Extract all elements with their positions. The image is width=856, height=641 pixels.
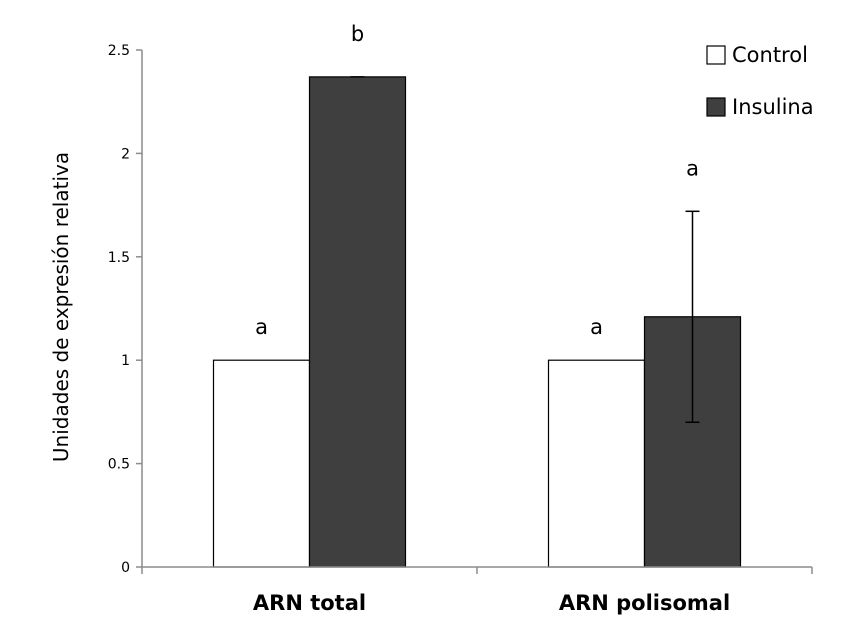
legend-swatch-control [706,45,726,65]
legend: Control Insulina [706,43,814,119]
bar-insulina-1 [308,76,407,568]
x-category-label: ARN polisomal [559,591,730,615]
y-axis: 0 0.5 1 1.5 2 2.5 [108,43,143,576]
significance-label: a [255,315,268,339]
y-tick-label: 1.5 [108,250,130,266]
x-category-label: ARN total [253,591,366,615]
y-tick-label: 0.5 [108,457,130,473]
x-axis: ARN total ARN polisomal [141,566,813,615]
y-tick-label: 0 [121,560,130,576]
y-tick-label: 2 [121,146,130,162]
legend-label-insulina: Insulina [732,95,814,119]
significance-label: a [686,156,699,180]
y-tick-label: 1 [121,353,130,369]
bar-control-2 [547,359,646,568]
bars: a b a a [212,22,742,568]
legend-label-control: Control [732,43,808,67]
y-tick-label: 2.5 [108,43,130,59]
significance-label: a [590,315,603,339]
legend-swatch-insulina [706,97,726,117]
y-axis-title: Unidades de expresión relativa [49,152,73,462]
significance-label: b [351,22,364,46]
bar-control-1 [212,359,311,568]
